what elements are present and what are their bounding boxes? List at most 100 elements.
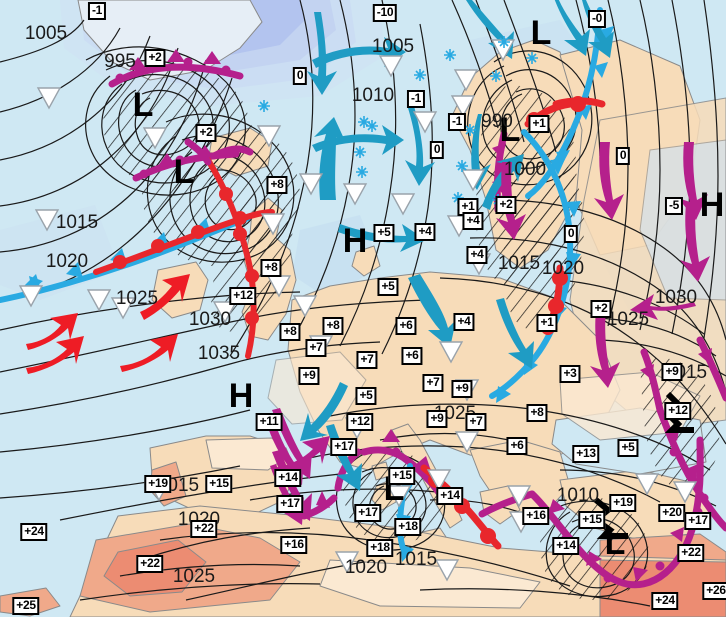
temperature-label-plus3-35: +3 <box>559 365 581 383</box>
temperature-label-plus16-59: +16 <box>522 507 550 525</box>
temperature-label-plus2-1: +2 <box>144 49 166 67</box>
isobar-label-1015-20: 1015 <box>394 549 438 570</box>
isobar-label-1015-2: 1015 <box>55 212 99 233</box>
temperature-label-plus15-49: +15 <box>388 467 416 485</box>
temperature-label-0-18: 0 <box>615 147 631 165</box>
warm-front-british-isles <box>205 157 259 359</box>
occluded-front-british-isles <box>184 138 212 166</box>
isobar-label-1020-12: 1020 <box>541 258 585 279</box>
temperature-label-plus2-4: +2 <box>195 124 217 142</box>
temperature-label-plus14-65: +14 <box>552 537 580 555</box>
temperature-label-plus14-48: +14 <box>274 469 302 487</box>
temperature-label-plus22-67: +22 <box>677 544 705 562</box>
isobar-label-1010-22: 1010 <box>556 485 600 506</box>
temperature-label-0-17: 0 <box>563 225 579 243</box>
isobar-label-1020-3: 1020 <box>45 251 89 272</box>
temperature-label-minus1-6: -1 <box>406 90 426 108</box>
warm-front-north-atlantic <box>93 209 275 275</box>
temperature-label-plus7-29: +7 <box>305 339 327 357</box>
isobar-label-1025-13: 1025 <box>606 309 650 330</box>
temperature-label-plus1-9: +1 <box>528 115 550 133</box>
high-pressure-centre-4: H <box>342 222 368 260</box>
temperature-label-plus19-53: +19 <box>609 494 637 512</box>
temperature-label-plus16-63: +16 <box>280 536 308 554</box>
temperature-label-minus0-3: -0 <box>587 10 607 28</box>
temperature-label-plus19-50: +19 <box>144 475 172 493</box>
isobar-label-1015-11: 1015 <box>497 253 541 274</box>
temperature-label-plus12-25: +12 <box>229 287 257 305</box>
temperature-label-minus10-2: -10 <box>372 4 398 22</box>
low-pressure-centre-1: L <box>173 153 195 191</box>
high-pressure-centre-6: H <box>699 186 725 224</box>
temperature-label-plus12-41: +12 <box>664 402 692 420</box>
temperature-label-plus17-60: +17 <box>684 512 712 530</box>
isobar-label-1020-19: 1020 <box>344 557 388 578</box>
temperature-label-plus7-30: +7 <box>356 351 378 369</box>
temperature-label-plus4-15: +4 <box>462 212 484 230</box>
temperature-label-plus6-31: +6 <box>401 347 423 365</box>
temperature-label-plus8-27: +8 <box>322 317 344 335</box>
temperature-label-plus18-58: +18 <box>394 518 422 536</box>
temperature-label-minus1-7: -1 <box>447 113 467 131</box>
isobar-label-1005-7: 1005 <box>371 36 415 57</box>
isobar-label-1025-18: 1025 <box>172 566 216 587</box>
temperature-label-plus5-47: +5 <box>617 439 639 457</box>
temperature-label-plus8-40: +8 <box>526 404 548 422</box>
temperature-label-plus24-61: +24 <box>20 523 48 541</box>
temperature-label-plus24-69: +24 <box>651 592 679 610</box>
temperature-label-plus9-36: +9 <box>661 363 683 381</box>
temperature-label-plus17-44: +17 <box>330 438 358 456</box>
temperature-label-plus22-62: +22 <box>190 520 218 538</box>
temperature-label-plus9-38: +9 <box>426 410 448 428</box>
temperature-label-plus7-33: +7 <box>422 374 444 392</box>
temperature-label-plus2-24: +2 <box>590 300 612 318</box>
isobar-label-1030-5: 1030 <box>188 309 232 330</box>
occluded-front-ne-corner <box>696 336 726 402</box>
temperature-label-plus25-68: +25 <box>12 597 40 615</box>
temperature-label-plus9-32: +9 <box>298 367 320 385</box>
temperature-label-plus2-14: +2 <box>495 196 517 214</box>
low-pressure-centre-8: L <box>604 524 626 562</box>
temperature-label-plus15-54: +15 <box>578 511 606 529</box>
temperature-label-plus7-39: +7 <box>465 413 487 431</box>
temperature-label-plus22-66: +22 <box>136 555 164 573</box>
temperature-label-plus13-46: +13 <box>572 445 600 463</box>
temperature-label-plus6-45: +6 <box>506 437 528 455</box>
isobar-label-1025-4: 1025 <box>115 288 159 309</box>
temperature-label-plus5-37: +5 <box>355 387 377 405</box>
low-pressure-centre-2: L <box>530 14 552 52</box>
temperature-label-minus1-0: -1 <box>87 2 107 20</box>
temperature-label-plus18-64: +18 <box>366 539 394 557</box>
temperature-label-0-8: 0 <box>429 141 445 159</box>
temperature-label-plus4-12: +4 <box>414 223 436 241</box>
temperature-label-plus15-51: +15 <box>205 475 233 493</box>
temperature-label-plus17-56: +17 <box>276 495 304 513</box>
isobar-label-990-9: 990 <box>481 111 513 132</box>
temperature-label-plus5-21: +5 <box>377 278 399 296</box>
temperature-label-plus8-20: +8 <box>260 259 282 277</box>
low-pressure-centre-3: L <box>499 111 521 149</box>
low-pressure-centre-0: L <box>132 86 154 124</box>
temperature-label-plus20-55: +20 <box>658 504 686 522</box>
temperature-label-minus5-19: -5 <box>664 197 684 215</box>
temperature-label-plus8-10: +8 <box>266 176 288 194</box>
temperature-label-plus9-34: +9 <box>451 380 473 398</box>
isobar-label-1005-0: 1005 <box>24 23 68 44</box>
temperature-label-plus8-26: +8 <box>279 323 301 341</box>
high-pressure-centre-5: H <box>228 377 254 415</box>
temperature-label-plus17-57: +17 <box>354 504 382 522</box>
fronts: Baltic ---- --> <box>0 7 726 589</box>
temperature-label-plus4-16: +4 <box>466 246 488 264</box>
temperature-label-plus6-28: +6 <box>395 317 417 335</box>
isobar-label-1030-14: 1030 <box>654 287 698 308</box>
isobar-label-1000-10: 1000 <box>503 159 547 180</box>
isobar-label-1035-6: 1035 <box>197 343 241 364</box>
temperature-label-plus26-70: +26 <box>702 582 726 600</box>
temperature-label-plus11-42: +11 <box>255 413 283 431</box>
isobar-label-1010-8: 1010 <box>351 85 395 106</box>
flow-arrow-warm-group <box>26 274 190 374</box>
france-interior <box>267 351 367 425</box>
isobar-label-995-1: 995 <box>104 51 136 72</box>
temperature-label-plus14-52: +14 <box>436 487 464 505</box>
